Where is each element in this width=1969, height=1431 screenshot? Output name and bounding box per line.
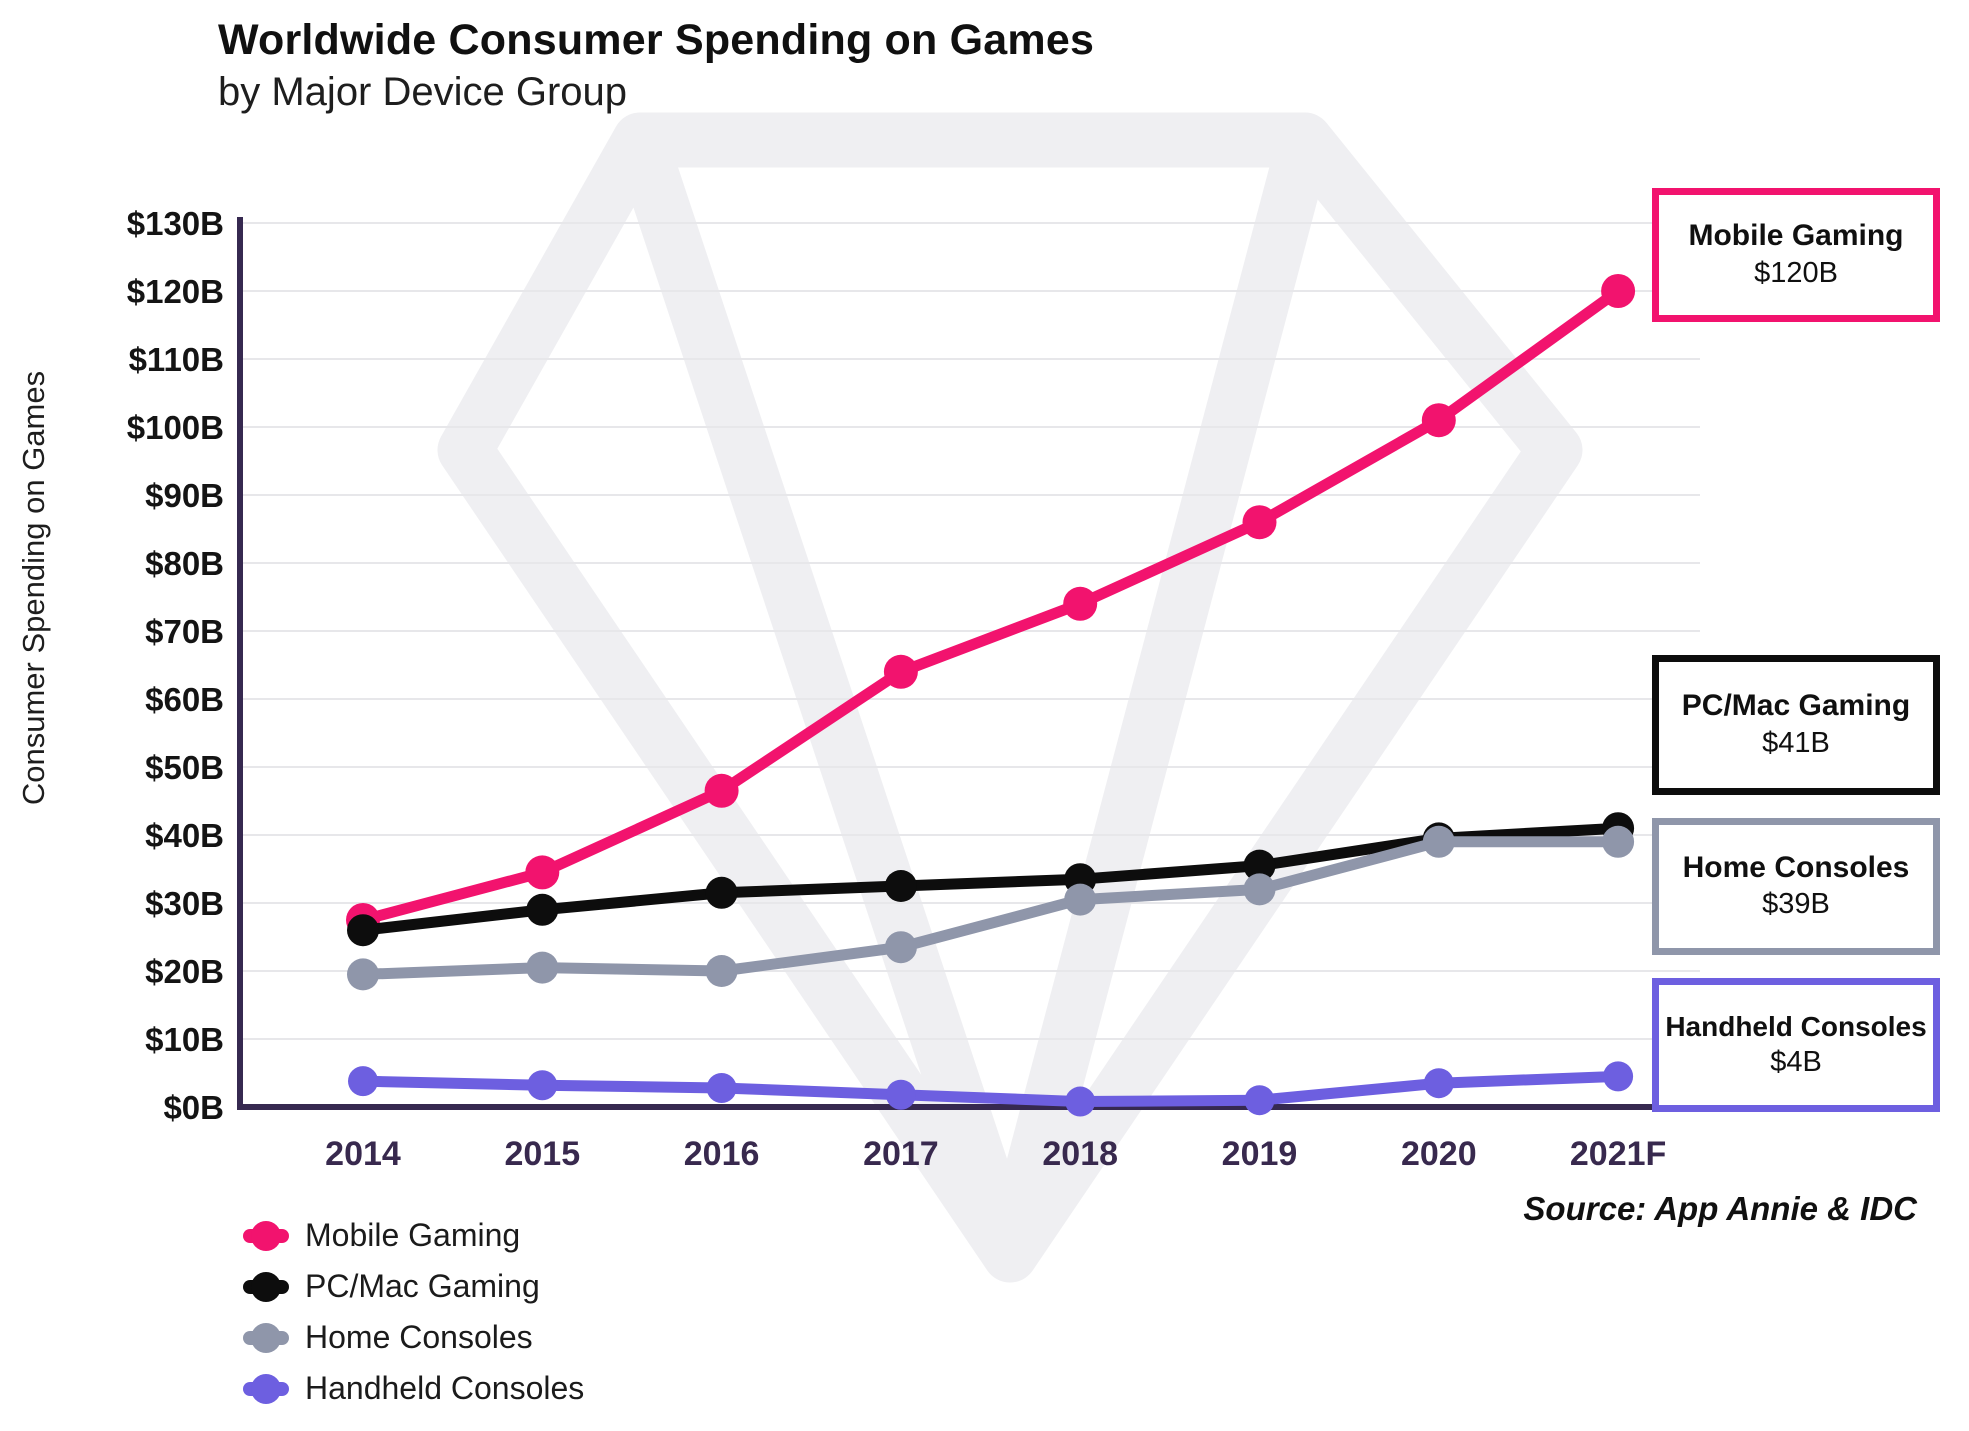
data-point xyxy=(705,955,738,987)
y-tick-label: $60B xyxy=(145,681,224,718)
data-point xyxy=(526,893,559,926)
legend-marker-icon xyxy=(243,1322,289,1353)
legend-marker-icon xyxy=(243,1373,289,1404)
y-tick-label: $40B xyxy=(145,817,224,854)
legend-item-mobile-gaming: Mobile Gaming xyxy=(243,1210,584,1261)
legend-item-home-consoles: Home Consoles xyxy=(243,1312,584,1363)
data-point xyxy=(1602,825,1635,858)
data-point xyxy=(1063,586,1098,621)
callout-value: $120B xyxy=(1754,256,1838,289)
y-tick-label: $70B xyxy=(145,613,224,650)
data-series xyxy=(346,274,1636,1117)
y-tick-label: $80B xyxy=(145,545,224,582)
y-tick-label: $130B xyxy=(127,205,224,242)
data-point xyxy=(525,855,560,890)
data-point xyxy=(1243,873,1276,906)
y-tick-label: $120B xyxy=(127,273,224,310)
source-credit: Source: App Annie & IDC xyxy=(1523,1190,1917,1227)
data-point xyxy=(706,1072,737,1103)
chart-subtitle: by Major Device Group xyxy=(218,70,628,114)
y-tick-label: $90B xyxy=(145,477,224,514)
data-point xyxy=(883,654,918,689)
chart-title: Worldwide Consumer Spending on Games xyxy=(218,16,1095,64)
app-annie-diamond-watermark-icon xyxy=(437,112,1583,1283)
legend-label: PC/Mac Gaming xyxy=(305,1268,540,1304)
y-axis-tick-labels: $0B $10B $20B $30B $40B $50B $60B $70B $80B $90B $… xyxy=(127,205,224,1126)
data-point xyxy=(347,914,379,947)
legend-label: Mobile Gaming xyxy=(305,1217,521,1253)
data-point xyxy=(884,870,917,902)
callout-pc-mac-gaming: PC/Mac Gaming $41B xyxy=(1652,655,1940,795)
callout-label: Mobile Gaming xyxy=(1688,219,1904,253)
series-handheld-consoles xyxy=(348,1061,1634,1117)
y-tick-label: $10B xyxy=(145,1021,224,1058)
x-tick-label: 2018 xyxy=(1042,1135,1118,1173)
data-point xyxy=(885,1079,916,1110)
x-tick-label: 2021F xyxy=(1570,1135,1666,1173)
data-point xyxy=(527,1070,558,1101)
callout-value: $39B xyxy=(1762,888,1830,921)
callout-label: PC/Mac Gaming xyxy=(1681,689,1911,723)
x-tick-label: 2020 xyxy=(1401,1135,1477,1173)
x-axis-tick-labels: 2014 2015 2016 2017 2018 2019 2020 2021F xyxy=(325,1135,1666,1173)
legend-marker-icon xyxy=(243,1271,289,1302)
data-point xyxy=(1603,1061,1634,1092)
legend-item-handheld-consoles: Handheld Consoles xyxy=(243,1363,584,1414)
y-tick-label: $20B xyxy=(145,953,224,990)
callout-value: $4B xyxy=(1770,1045,1822,1078)
legend-marker-icon xyxy=(243,1220,289,1251)
data-point xyxy=(1242,505,1277,540)
y-tick-label: $50B xyxy=(145,749,224,786)
callout-home-consoles: Home Consoles $39B xyxy=(1652,818,1940,955)
callout-handheld-consoles: Handheld Consoles $4B xyxy=(1652,978,1940,1112)
data-point xyxy=(348,1066,378,1097)
series-home-consoles xyxy=(347,825,1635,991)
x-tick-label: 2015 xyxy=(504,1135,580,1173)
y-tick-label: $0B xyxy=(163,1089,224,1126)
axes xyxy=(237,217,1700,1110)
x-tick-label: 2019 xyxy=(1222,1135,1298,1173)
data-point xyxy=(526,951,559,984)
data-point xyxy=(1423,1068,1454,1099)
y-tick-label: $100B xyxy=(127,409,224,446)
data-point xyxy=(1243,849,1276,882)
callout-value: $41B xyxy=(1762,726,1830,759)
data-point xyxy=(1422,825,1455,858)
data-point xyxy=(705,876,738,909)
x-tick-label: 2016 xyxy=(684,1135,760,1173)
legend-item-pc-mac-gaming: PC/Mac Gaming xyxy=(243,1261,584,1312)
x-tick-label: 2014 xyxy=(325,1135,401,1173)
callout-label: Home Consoles xyxy=(1682,850,1910,884)
legend: Mobile Gaming PC/Mac Gaming Home Console… xyxy=(243,1210,584,1414)
data-point xyxy=(1601,274,1636,308)
y-tick-label: $110B xyxy=(129,341,224,378)
data-point xyxy=(1065,1086,1096,1117)
legend-label: Home Consoles xyxy=(305,1319,533,1355)
data-point xyxy=(884,931,917,964)
data-point xyxy=(347,958,379,991)
data-point xyxy=(1244,1085,1275,1116)
y-tick-label: $30B xyxy=(145,885,224,922)
legend-label: Handheld Consoles xyxy=(305,1370,585,1406)
data-point xyxy=(1421,403,1456,438)
data-point xyxy=(1064,883,1097,916)
x-tick-label: 2017 xyxy=(863,1135,939,1173)
data-point xyxy=(704,773,739,808)
callout-mobile-gaming: Mobile Gaming $120B xyxy=(1652,188,1940,322)
callout-label: Handheld Consoles xyxy=(1665,1010,1927,1042)
